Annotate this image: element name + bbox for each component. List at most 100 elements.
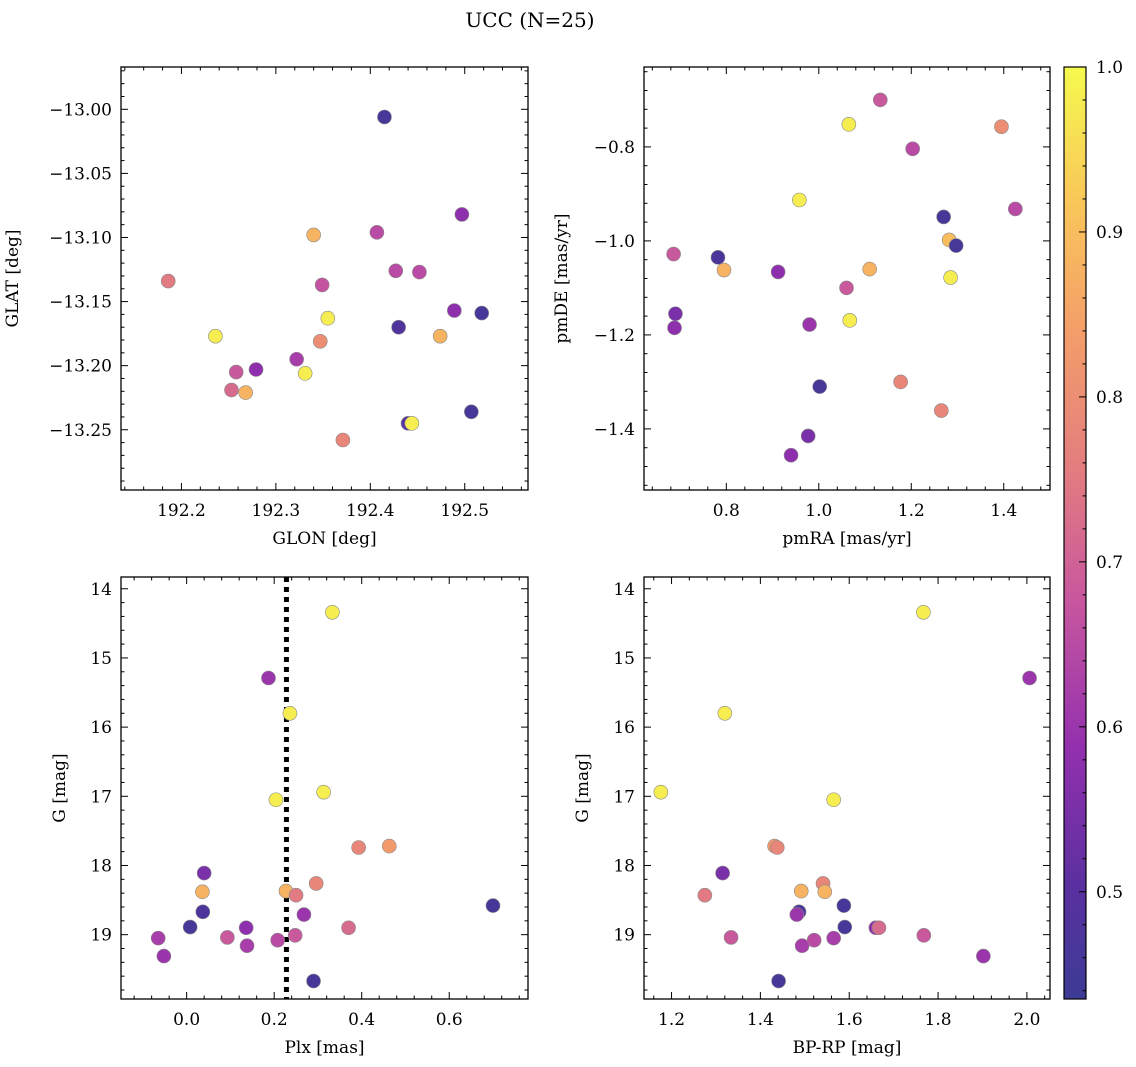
colorbar-tick-label: 0.8 bbox=[1096, 388, 1123, 408]
plot-frame bbox=[643, 576, 1051, 1000]
scatter-point bbox=[306, 973, 321, 989]
scatter-point bbox=[289, 351, 304, 367]
scatter-point bbox=[485, 898, 501, 913]
scatter-point bbox=[195, 884, 210, 900]
panel-plx-g: 0.0 0.2 0.4 0.6 14 15 16 17 18 19 Plx [mas] G [mag] bbox=[50, 576, 529, 1058]
scatter-point bbox=[783, 447, 799, 463]
scatter-point bbox=[976, 948, 991, 964]
scatter-point bbox=[306, 227, 321, 243]
scatter-point bbox=[388, 263, 404, 279]
scatter-point bbox=[341, 920, 356, 936]
scatter-point bbox=[837, 919, 853, 935]
x-tick-label: 0.8 bbox=[713, 501, 740, 521]
panel-bprp-g: 1.2 1.4 1.6 1.8 2.0 14 15 16 17 18 19 BP-RP [mag] G … bbox=[573, 576, 1051, 1058]
scatter-point bbox=[335, 432, 351, 448]
x-tick-label: 0.0 bbox=[173, 1010, 200, 1030]
scatter-point bbox=[248, 362, 264, 377]
scatter-point bbox=[316, 784, 331, 800]
y-tick-label: −13.05 bbox=[49, 164, 112, 184]
scatter-point bbox=[994, 119, 1009, 134]
y-tick-label: −1.0 bbox=[594, 232, 635, 252]
scatter-point bbox=[723, 930, 739, 945]
colorbar-tick-label: 1.0 bbox=[1096, 58, 1123, 78]
y-tick-label: 16 bbox=[90, 718, 112, 738]
y-tick-label: 17 bbox=[613, 787, 635, 807]
colorbar-tick-label: 0.5 bbox=[1096, 883, 1123, 903]
scatter-point bbox=[916, 928, 932, 943]
scatter-point bbox=[160, 273, 176, 289]
scatter-point bbox=[668, 306, 683, 322]
y-tick-label: −1.2 bbox=[594, 326, 635, 346]
x-axis-label: GLON [deg] bbox=[272, 529, 376, 549]
y-tick-label: −13.20 bbox=[49, 357, 112, 377]
scatter-point bbox=[208, 328, 223, 344]
scatter-point bbox=[325, 604, 340, 620]
x-tick-label: 0.2 bbox=[261, 1010, 288, 1030]
x-tick-label: 0.6 bbox=[436, 1010, 463, 1030]
scatter-point bbox=[789, 907, 805, 922]
scatter-point bbox=[841, 117, 857, 132]
y-tick-label: 14 bbox=[613, 580, 635, 600]
x-tick-label: 192.4 bbox=[346, 501, 395, 521]
y-tick-label: −0.8 bbox=[594, 138, 635, 158]
y-tick-label: −1.4 bbox=[594, 420, 635, 440]
scatter-point bbox=[839, 280, 854, 296]
scatter-point bbox=[296, 907, 312, 922]
scatter-point bbox=[228, 364, 244, 380]
panel-pmra-pmde: 0.8 1.0 1.2 1.4 −1.4 −1.2 −1.0 −0.8 pmRA [mas/yr… bbox=[552, 66, 1051, 549]
plot-frame bbox=[120, 66, 529, 491]
scatter-point bbox=[224, 382, 239, 398]
scatter-point bbox=[806, 932, 822, 948]
x-tick-label: 0.4 bbox=[348, 1010, 375, 1030]
x-tick-label: 1.4 bbox=[990, 501, 1017, 521]
y-tick-label: 18 bbox=[90, 856, 112, 876]
scatter-point bbox=[314, 277, 330, 293]
scatter-point bbox=[369, 225, 385, 240]
scatter-point bbox=[948, 238, 964, 253]
scatter-point bbox=[238, 920, 254, 936]
scatter-point bbox=[872, 92, 888, 108]
scatter-point bbox=[464, 404, 479, 420]
scatter-point bbox=[156, 948, 172, 964]
y-tick-label: 18 bbox=[613, 856, 635, 876]
scatter-point bbox=[771, 973, 786, 989]
colorbar-tick-label: 0.9 bbox=[1096, 223, 1123, 243]
scatter-point bbox=[282, 705, 298, 721]
scatter-point bbox=[697, 887, 713, 903]
scatter-point bbox=[412, 264, 427, 280]
scatter-point bbox=[351, 840, 366, 855]
x-tick-label: 1.8 bbox=[925, 1010, 952, 1030]
scatter-point bbox=[715, 865, 730, 881]
scatter-point bbox=[826, 930, 841, 946]
x-tick-label: 192.3 bbox=[252, 501, 301, 521]
y-tick-label: 16 bbox=[613, 718, 635, 738]
scatter-point bbox=[447, 303, 462, 318]
colorbar-tick-label: 0.6 bbox=[1096, 718, 1123, 738]
x-tick-label: 2.0 bbox=[1013, 1010, 1040, 1030]
x-axis-label: pmRA [mas/yr] bbox=[782, 529, 911, 549]
scatter-point bbox=[1008, 201, 1023, 217]
scatter-point bbox=[842, 313, 858, 328]
scatter-point bbox=[802, 317, 817, 332]
scatter-point bbox=[261, 670, 276, 686]
scatter-point bbox=[800, 428, 816, 444]
scatter-point bbox=[871, 920, 887, 936]
scatter-point bbox=[934, 403, 949, 418]
scatter-point bbox=[288, 887, 304, 903]
scatter-point bbox=[943, 270, 958, 285]
scatter-point bbox=[297, 366, 313, 381]
scatter-point bbox=[239, 938, 255, 954]
scatter-point bbox=[666, 246, 681, 262]
colorbar-tick-label: 0.7 bbox=[1096, 553, 1123, 573]
scatter-point bbox=[150, 930, 166, 946]
scatter-point bbox=[312, 334, 328, 349]
y-axis-label: GLAT [deg] bbox=[3, 229, 23, 327]
scatter-point bbox=[717, 705, 733, 721]
y-tick-label: 17 bbox=[90, 787, 112, 807]
scatter-point bbox=[474, 305, 490, 321]
colorbar-gradient bbox=[1063, 66, 1087, 1000]
scatter-point bbox=[793, 883, 809, 899]
scatter-point bbox=[812, 379, 828, 394]
scatter-point bbox=[381, 838, 397, 854]
scatter-point bbox=[710, 250, 726, 265]
